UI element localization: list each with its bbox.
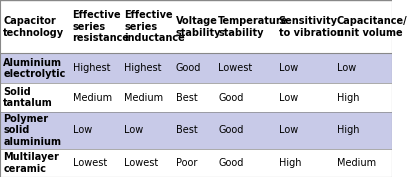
Text: Highest: Highest xyxy=(124,64,161,73)
Text: Temperature
stability: Temperature stability xyxy=(218,16,289,38)
FancyBboxPatch shape xyxy=(69,84,121,112)
FancyBboxPatch shape xyxy=(334,53,392,84)
FancyBboxPatch shape xyxy=(172,0,215,53)
FancyBboxPatch shape xyxy=(0,0,69,53)
FancyBboxPatch shape xyxy=(0,84,69,112)
Text: Effective
series
inductance: Effective series inductance xyxy=(124,10,185,43)
FancyBboxPatch shape xyxy=(121,84,172,112)
Text: Medium: Medium xyxy=(337,158,376,168)
Text: Poor: Poor xyxy=(176,158,197,168)
FancyBboxPatch shape xyxy=(172,84,215,112)
Text: Lowest: Lowest xyxy=(73,158,107,168)
Text: Multilayer
ceramic: Multilayer ceramic xyxy=(3,152,59,174)
FancyBboxPatch shape xyxy=(275,84,334,112)
FancyBboxPatch shape xyxy=(121,112,172,149)
FancyBboxPatch shape xyxy=(215,53,275,84)
FancyBboxPatch shape xyxy=(215,149,275,177)
Text: Good: Good xyxy=(218,158,244,168)
Text: Best: Best xyxy=(176,125,197,135)
FancyBboxPatch shape xyxy=(334,84,392,112)
FancyBboxPatch shape xyxy=(69,53,121,84)
FancyBboxPatch shape xyxy=(172,53,215,84)
FancyBboxPatch shape xyxy=(334,0,392,53)
FancyBboxPatch shape xyxy=(275,0,334,53)
Text: Low: Low xyxy=(124,125,143,135)
Text: Sensitivity
to vibration: Sensitivity to vibration xyxy=(279,16,343,38)
FancyBboxPatch shape xyxy=(121,0,172,53)
Text: Low: Low xyxy=(279,64,298,73)
FancyBboxPatch shape xyxy=(334,149,392,177)
FancyBboxPatch shape xyxy=(334,112,392,149)
Text: Good: Good xyxy=(218,125,244,135)
Text: Best: Best xyxy=(176,93,197,103)
Text: High: High xyxy=(279,158,301,168)
FancyBboxPatch shape xyxy=(215,84,275,112)
FancyBboxPatch shape xyxy=(215,112,275,149)
Text: Aluminium
electrolytic: Aluminium electrolytic xyxy=(3,58,65,79)
Text: High: High xyxy=(337,93,359,103)
FancyBboxPatch shape xyxy=(0,149,69,177)
Text: Good: Good xyxy=(218,93,244,103)
Text: Good: Good xyxy=(176,64,201,73)
Text: Medium: Medium xyxy=(124,93,163,103)
FancyBboxPatch shape xyxy=(69,112,121,149)
Text: Lowest: Lowest xyxy=(218,64,252,73)
FancyBboxPatch shape xyxy=(172,149,215,177)
FancyBboxPatch shape xyxy=(121,53,172,84)
Text: Capacitance/
unit volume: Capacitance/ unit volume xyxy=(337,16,407,38)
Text: Low: Low xyxy=(279,125,298,135)
Text: Low: Low xyxy=(279,93,298,103)
FancyBboxPatch shape xyxy=(275,53,334,84)
Text: Medium: Medium xyxy=(73,93,112,103)
FancyBboxPatch shape xyxy=(121,149,172,177)
FancyBboxPatch shape xyxy=(69,0,121,53)
Text: Solid
tantalum: Solid tantalum xyxy=(3,87,53,109)
FancyBboxPatch shape xyxy=(275,112,334,149)
Text: Capacitor
technology: Capacitor technology xyxy=(3,16,64,38)
FancyBboxPatch shape xyxy=(275,149,334,177)
Text: Low: Low xyxy=(73,125,92,135)
Text: Effective
series
resistance: Effective series resistance xyxy=(73,10,130,43)
Text: Low: Low xyxy=(337,64,356,73)
Text: High: High xyxy=(337,125,359,135)
FancyBboxPatch shape xyxy=(0,112,69,149)
Text: Voltage
stability: Voltage stability xyxy=(176,16,221,38)
FancyBboxPatch shape xyxy=(0,53,69,84)
Text: Highest: Highest xyxy=(73,64,110,73)
Text: Lowest: Lowest xyxy=(124,158,158,168)
FancyBboxPatch shape xyxy=(215,0,275,53)
FancyBboxPatch shape xyxy=(172,112,215,149)
FancyBboxPatch shape xyxy=(69,149,121,177)
Text: Polymer
solid
aluminium: Polymer solid aluminium xyxy=(3,114,61,147)
